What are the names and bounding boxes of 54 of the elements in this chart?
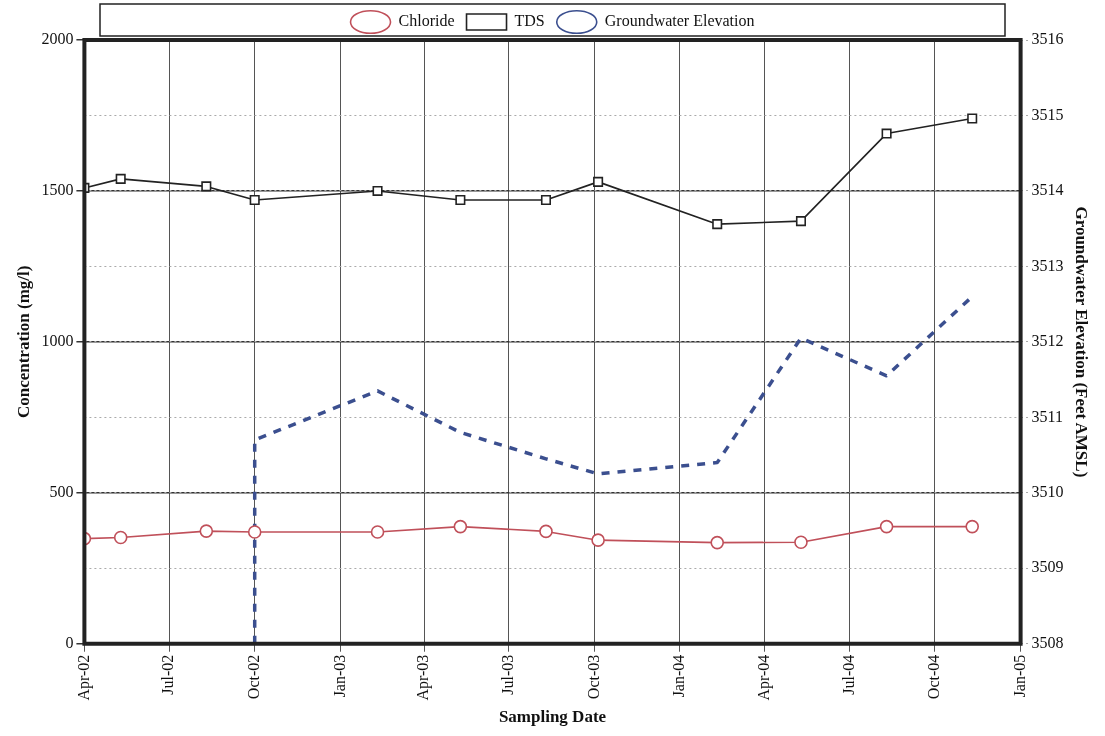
y2-tick-label: 3508 xyxy=(1031,633,1064,651)
point xyxy=(965,519,980,534)
point xyxy=(795,216,807,227)
y2-tick-label: 3515 xyxy=(1031,105,1064,123)
y2-axis-title: Groundwater Elevation (Feet AMSL) xyxy=(1072,206,1092,478)
x-tick-label: Jan-03 xyxy=(330,654,348,698)
y2-tick-label: 3514 xyxy=(1031,181,1064,199)
point xyxy=(540,194,552,206)
y2-tick-label: 3512 xyxy=(1031,332,1064,350)
point xyxy=(199,524,214,538)
point xyxy=(591,533,605,547)
legend-label: Groundwater Elevation xyxy=(604,12,755,30)
y2-tick-label: 3516 xyxy=(1031,30,1064,48)
point xyxy=(113,530,128,545)
point xyxy=(453,519,468,534)
y2-tick-label: 3513 xyxy=(1031,256,1064,274)
x-tick-label: Jan-05 xyxy=(1010,654,1028,698)
point xyxy=(710,535,725,550)
point xyxy=(370,525,385,539)
x-tick-label: Apr-04 xyxy=(754,654,773,701)
x-axis-title: Sampling Date xyxy=(498,707,607,727)
point xyxy=(115,173,126,184)
point xyxy=(593,176,604,187)
point xyxy=(794,535,808,550)
y-tick-label: 1000 xyxy=(41,332,74,350)
legend-label: Chloride xyxy=(398,12,455,30)
x-tick-label: Jul-04 xyxy=(839,654,857,695)
point xyxy=(455,194,466,206)
point xyxy=(201,181,212,192)
y-tick-label: 0 xyxy=(65,633,74,651)
y-tick-label: 2000 xyxy=(41,30,74,48)
legend-label: TDS xyxy=(514,12,545,30)
y-axis-title: Concentration (mg/l) xyxy=(13,265,33,419)
x-tick-label: Jan-04 xyxy=(670,654,688,698)
point xyxy=(539,524,553,539)
x-tick-label: Oct-03 xyxy=(584,654,602,700)
y-tick-label: 1500 xyxy=(41,181,74,199)
point xyxy=(372,185,383,196)
point xyxy=(967,113,978,124)
point xyxy=(881,128,892,139)
x-tick-label: Apr-02 xyxy=(74,654,93,701)
point xyxy=(879,519,894,534)
point xyxy=(247,525,262,539)
y2-tick-label: 3509 xyxy=(1031,558,1064,576)
y2-tick-label: 3511 xyxy=(1031,407,1064,425)
x-tick-label: Jul-02 xyxy=(159,654,177,695)
point xyxy=(712,219,723,230)
x-tick-label: Apr-03 xyxy=(414,654,433,701)
x-tick-label: Jul-03 xyxy=(498,654,516,695)
point xyxy=(249,194,260,206)
x-tick-label: Oct-02 xyxy=(244,654,262,700)
y2-tick-label: 3510 xyxy=(1031,482,1064,500)
x-tick-label: Oct-04 xyxy=(925,654,943,700)
y-tick-label: 500 xyxy=(49,482,74,500)
